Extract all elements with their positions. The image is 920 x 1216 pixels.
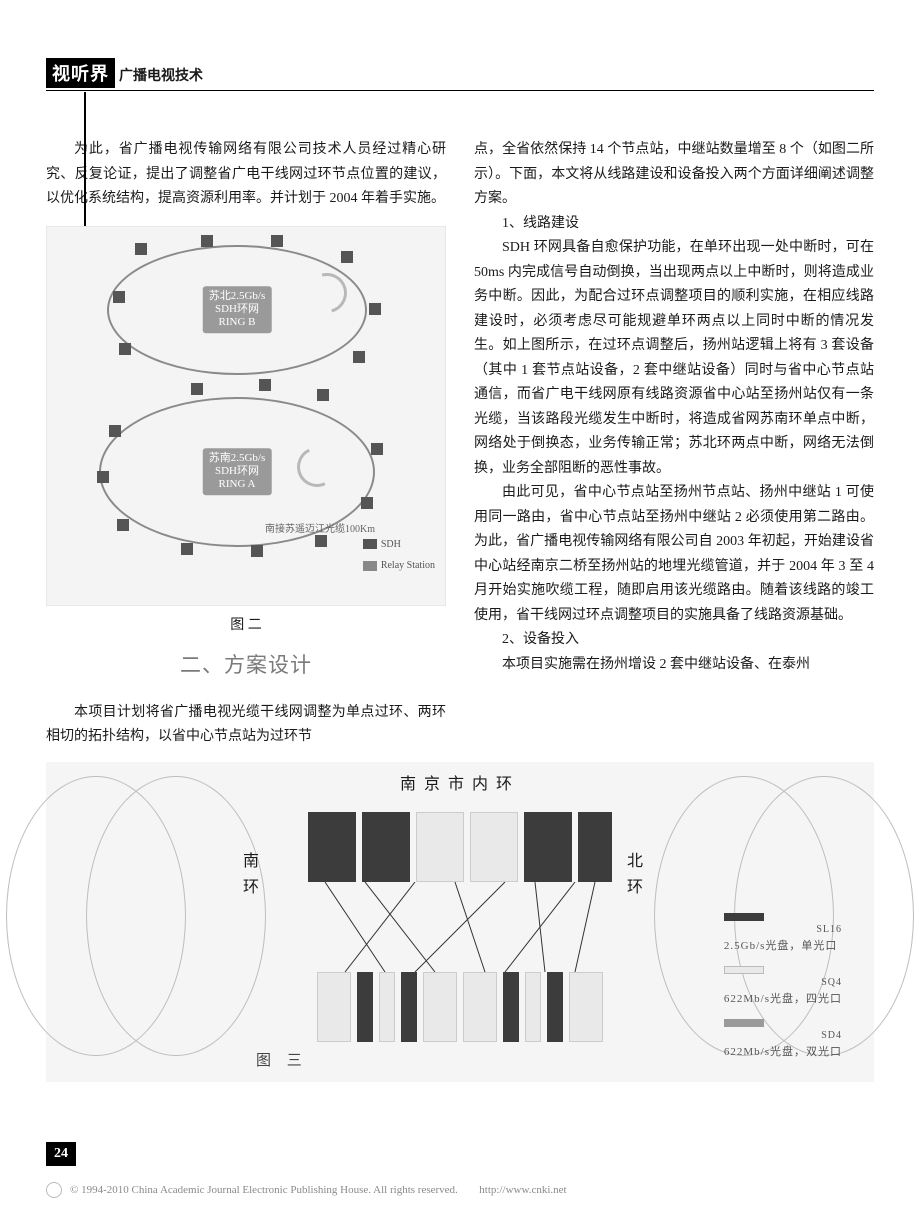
- node: [109, 425, 121, 437]
- legend-swatch-icon: [363, 539, 377, 549]
- block-sl16: [547, 972, 563, 1042]
- legend-code: SD4: [724, 1030, 842, 1041]
- node: [361, 497, 373, 509]
- right-para-4: 本项目实施需在扬州增设 2 套中继站设备、在泰州: [474, 653, 874, 678]
- figure2-legend: SDH Relay Station: [363, 536, 435, 575]
- figure2-note: 南接苏遥迈江光缆100Km: [265, 521, 375, 539]
- legend-row: SD4 622Mb/s光盘，双光口: [724, 1018, 842, 1059]
- node: [113, 291, 125, 303]
- node: [317, 389, 329, 401]
- legend-row: SL16 2.5Gb/s光盘，单光口: [724, 912, 842, 953]
- node: [251, 545, 263, 557]
- block-sq4: [470, 812, 518, 882]
- right-para-2: SDH 环网具备自愈保护功能，在单环出现一处中断时，可在 50ms 内完成信号自…: [474, 236, 874, 481]
- legend-row: SQ4 622Mb/s光盘，四光口: [724, 965, 842, 1006]
- node: [201, 235, 213, 247]
- node: [181, 543, 193, 555]
- block-sq4: [463, 972, 497, 1042]
- page-header: 视听界广播电视技术: [46, 58, 874, 88]
- legend-swatch-icon: [724, 1019, 764, 1027]
- block-sl16: [362, 812, 410, 882]
- legend-desc: 622Mb/s光盘，双光口: [724, 1043, 842, 1059]
- left-para-1: 为此，省广播电视传输网络有限公司技术人员经过精心研究、反复论证，提出了调整省广电…: [46, 138, 446, 212]
- figure3-title: 南京市内环: [400, 770, 520, 794]
- header-rule: [46, 90, 874, 91]
- two-column-body: 为此，省广播电视传输网络有限公司技术人员经过精心研究、反复论证，提出了调整省广电…: [46, 138, 874, 750]
- node: [353, 351, 365, 363]
- block-sq4: [569, 972, 603, 1042]
- node: [369, 303, 381, 315]
- ring-a-label: 苏南2.5Gb/s SDH环网 RING A: [203, 448, 272, 496]
- block-sl16: [401, 972, 417, 1042]
- figure-3: 南京市内环 南环 北环: [46, 762, 874, 1082]
- block-sl16: [357, 972, 373, 1042]
- figure3-left-label: 南环: [236, 852, 260, 904]
- legend-swatch-icon: [724, 966, 764, 974]
- footer-copyright: © 1994-2010 China Academic Journal Elect…: [70, 1184, 458, 1196]
- block-sq4: [525, 972, 541, 1042]
- figure-3-caption: 图 三: [256, 1049, 308, 1070]
- lines-svg: [305, 882, 615, 972]
- section-heading-2: 二、方案设计: [46, 648, 446, 685]
- ellipse-icon: [86, 776, 266, 1056]
- figure3-top-row: [308, 812, 612, 882]
- page-number: 24: [46, 1142, 76, 1166]
- node: [135, 243, 147, 255]
- block-sq4: [416, 812, 464, 882]
- figure-2-caption: 图 二: [46, 614, 446, 639]
- block-sl16: [578, 812, 612, 882]
- node: [341, 251, 353, 263]
- legend-row: SDH: [363, 536, 435, 554]
- right-column: 点，全省依然保持 14 个节点站，中继站数量增至 8 个（如图二所示）。下面，本…: [474, 138, 874, 750]
- node-center: [191, 383, 203, 395]
- node: [117, 519, 129, 531]
- footer-url[interactable]: http://www.cnki.net: [479, 1184, 566, 1196]
- header-title-main: 视听界: [46, 58, 115, 88]
- legend-swatch-icon: [363, 561, 377, 571]
- figure3-lines: [305, 882, 615, 972]
- legend-row: Relay Station: [363, 557, 435, 575]
- figure-2: 苏北2.5Gb/s SDH环网 RING B 苏南2.5Gb/s SDH环网 R…: [46, 226, 446, 606]
- legend-desc: 2.5Gb/s光盘，单光口: [724, 937, 842, 953]
- figure3-right-label: 北环: [620, 852, 644, 904]
- block-sl16: [308, 812, 356, 882]
- legend-code: SQ4: [724, 977, 842, 988]
- legend-swatch-icon: [724, 913, 764, 921]
- node: [97, 471, 109, 483]
- figure3-legend: SL16 2.5Gb/s光盘，单光口 SQ4 622Mb/s光盘，四光口 SD4…: [724, 912, 842, 1071]
- ring-b-label: 苏北2.5Gb/s SDH环网 RING B: [203, 286, 272, 334]
- right-para-3: 由此可见，省中心节点站至扬州节点站、扬州中继站 1 可使用同一路由，省中心节点站…: [474, 481, 874, 628]
- header-title-sub: 广播电视技术: [119, 67, 203, 83]
- block-sl16: [503, 972, 519, 1042]
- right-sub-1: 1、线路建设: [474, 212, 874, 237]
- block-sq4: [379, 972, 395, 1042]
- node: [259, 379, 271, 391]
- node: [271, 235, 283, 247]
- page: 视听界广播电视技术 为此，省广播电视传输网络有限公司技术人员经过精心研究、反复论…: [0, 0, 920, 1216]
- legend-code: SL16: [724, 924, 842, 935]
- right-para-1: 点，全省依然保持 14 个节点站，中继站数量增至 8 个（如图二所示）。下面，本…: [474, 138, 874, 212]
- cnki-logo-icon: [46, 1182, 62, 1198]
- vertical-rule: [84, 92, 86, 232]
- node: [119, 343, 131, 355]
- right-sub-2: 2、设备投入: [474, 628, 874, 653]
- legend-label: SDH: [381, 539, 401, 550]
- left-para-2: 本项目计划将省广播电视光缆干线网调整为单点过环、两环相切的拓扑结构，以省中心节点…: [46, 701, 446, 750]
- block-sq4: [423, 972, 457, 1042]
- footer: © 1994-2010 China Academic Journal Elect…: [46, 1182, 567, 1198]
- node: [371, 443, 383, 455]
- block-sl16: [524, 812, 572, 882]
- figure3-bottom-row: [317, 972, 603, 1042]
- legend-desc: 622Mb/s光盘，四光口: [724, 990, 842, 1006]
- left-column: 为此，省广播电视传输网络有限公司技术人员经过精心研究、反复论证，提出了调整省广电…: [46, 138, 446, 750]
- legend-label: Relay Station: [381, 560, 435, 571]
- block-sq4: [317, 972, 351, 1042]
